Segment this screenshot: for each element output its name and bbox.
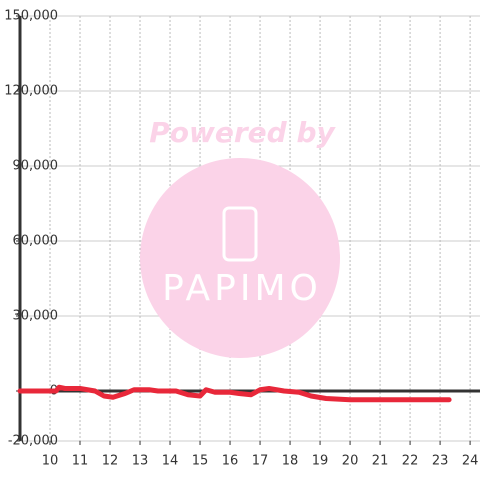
x-tick-label: 13 [132,454,149,469]
x-tick-label: 23 [432,454,449,469]
x-tick-label: 18 [282,454,299,469]
y-tick-label: 150,000 [4,9,58,24]
y-tick-label: 30,000 [13,309,59,324]
y-tick-label: 120,000 [4,84,58,99]
line [17,384,452,403]
x-tick-label: 16 [222,454,239,469]
x-tick-label: 11 [72,454,89,469]
watermark-text: Powered by [149,116,336,149]
x-tick-label: 12 [102,454,119,469]
x-tick-label: 14 [162,454,179,469]
x-tick-label: 22 [402,454,419,469]
x-tick-label: 20 [342,454,359,469]
logo-icon [222,206,258,262]
x-tick-label: 24 [462,454,479,469]
x-tick-label: 21 [372,454,389,469]
y-tick-label: 90,000 [13,159,59,174]
y-tick-label: 60,000 [13,234,59,249]
watermark: Powered by PAPIMO [140,116,340,358]
x-tick-label: 17 [252,454,269,469]
x-tick-label: 19 [312,454,329,469]
logo-text: PAPIMO [162,268,322,309]
watermark-circle [140,158,340,358]
x-tick-label: 15 [192,454,209,469]
x-tick-label: 10 [42,454,59,469]
